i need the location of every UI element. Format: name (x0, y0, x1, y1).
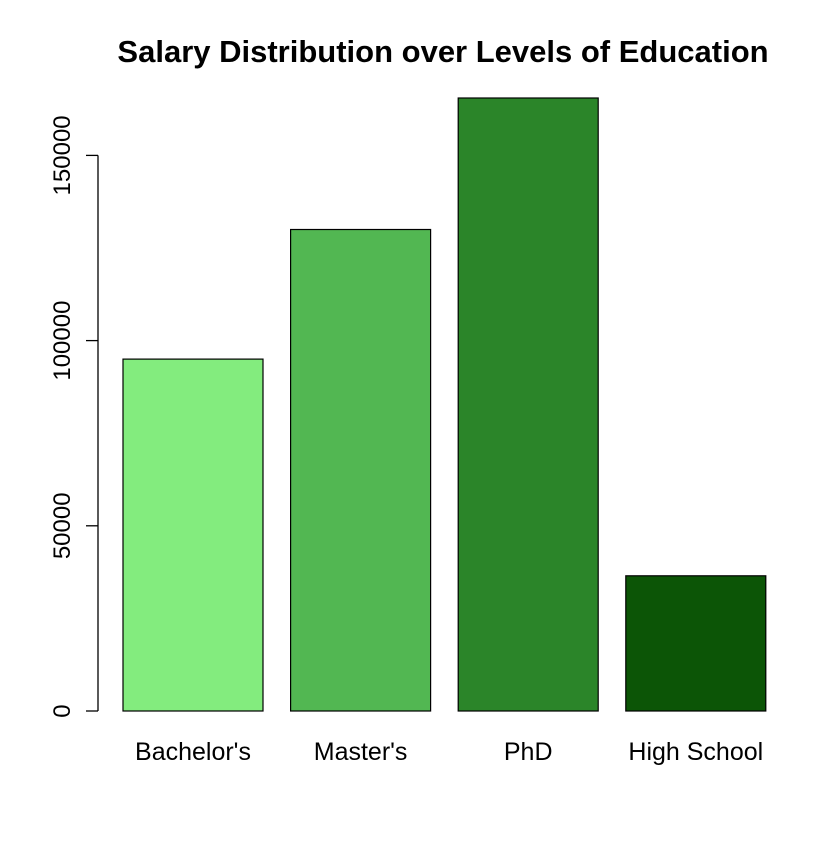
chart-title: Salary Distribution over Levels of Educa… (117, 34, 768, 69)
bars-group (122, 97, 767, 712)
y-tick-label-3: 150000 (49, 115, 76, 195)
bar-2 (457, 97, 599, 712)
y-tick-label-2: 100000 (49, 301, 76, 381)
category-label-2: PhD (504, 738, 553, 766)
category-label-3: High School (628, 738, 763, 766)
x-axis-labels: Bachelor's Master's PhD High School (135, 738, 763, 766)
bar-1 (290, 228, 432, 712)
category-label-0: Bachelor's (135, 738, 251, 766)
bar-3 (625, 575, 767, 712)
y-tick-label-0: 0 (49, 704, 76, 717)
y-axis: 0 50000 100000 150000 (49, 115, 99, 718)
bar-0 (122, 358, 264, 712)
y-tick-label-1: 50000 (49, 492, 76, 559)
category-label-1: Master's (314, 738, 408, 766)
